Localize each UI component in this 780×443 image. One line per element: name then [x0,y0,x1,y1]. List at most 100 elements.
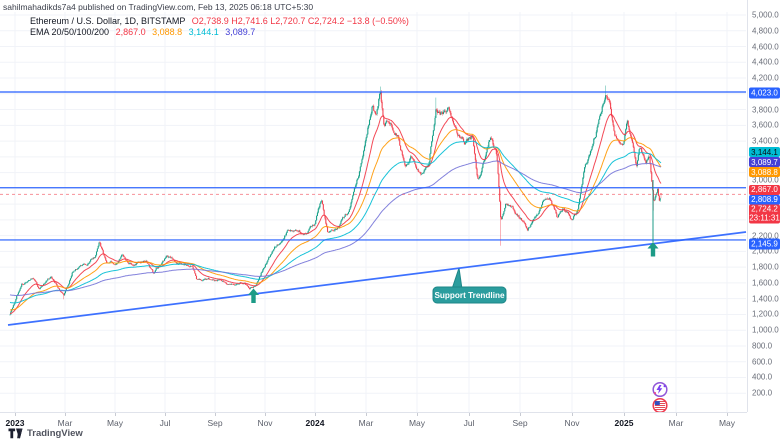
price-badge-2,724.2: 2,724.2 23:11:31 [749,204,780,223]
callout-box [432,286,507,304]
price-tick-4,600.0: 4,600.0 [752,42,779,52]
time-tick-mark [165,413,166,416]
price-tick-4,800.0: 4,800.0 [752,26,779,36]
event-icons[interactable] [652,381,668,414]
ema-50-line [9,129,662,311]
bar-countdown: 23:11:31 [749,213,780,223]
lightning-glyph [656,385,663,394]
sparkle-dot-2 [653,392,657,395]
price-tick-2,000.0: 2,000.0 [752,246,779,256]
user-drawings[interactable]: Support Trendline [0,91,747,326]
time-tick-mark [215,413,216,416]
price-tick-3,000.0: 3,000.0 [752,175,779,184]
time-label-Nov: Nov [564,418,580,428]
support-trendline[interactable] [7,231,747,326]
flag-stripe [654,405,666,406]
time-label-Sep: Sep [512,418,528,428]
flag-stripe [654,403,666,404]
flag-stripe [654,407,666,408]
up-arrow-marker-1[interactable] [248,288,259,304]
price-tick-3,600.0: 3,600.0 [752,120,779,130]
price-tick-3,400.0: 3,400.0 [752,136,779,146]
down-bodies [22,91,662,296]
tradingview-logo-icon [8,428,23,439]
price-badge-4,023.0: 4,023.0 [749,87,780,99]
price-tick-2,200.0: 2,200.0 [752,231,779,241]
price-tick-4,400.0: 4,400.0 [752,57,779,67]
ema20-value: 2,867.0 [115,27,146,37]
symbol-legend-row[interactable]: Ethereum / U.S. Dollar, 1D, BITSTAMP O2,… [30,16,409,27]
flag-canton [654,401,660,406]
time-label-2023: 2023 [5,418,25,428]
price-badge-3,088.8: 3,088.8 [749,167,780,177]
time-label-2025: 2025 [614,418,634,428]
flag-stripe [654,409,666,410]
ema-100-line [9,140,662,304]
price-tick-400.0: 400.0 [752,372,773,382]
us-flag-icon[interactable] [652,397,668,414]
time-tick-mark [115,413,116,416]
grid-lines [0,12,746,412]
time-tick-mark [520,413,521,416]
ema100-value: 3,144.1 [188,27,219,37]
time-label-Mar: Mar [358,418,374,428]
time-label-Sep: Sep [207,418,223,428]
tradingview-attribution[interactable]: TradingView [8,426,83,441]
price-badge-3,089.7: 3,089.7 [749,157,780,167]
price-tick-200.0: 200.0 [752,388,773,398]
sparkle-dot [663,385,666,388]
candlesticks [9,85,662,316]
ohlc-values: O2,738.9 H2,741.6 L2,720.7 C2,724.2 −13.… [191,16,409,26]
time-tick-mark [676,413,677,416]
time-label-Nov: Nov [257,418,273,428]
price-tick-800.0: 800.0 [752,341,773,351]
callout-tail [451,267,463,290]
time-label-Mar: Mar [57,418,73,428]
price-axis[interactable]: 5,000.0 4,800.0 4,600.0 4,400.0 4,200.0 3,800… [747,0,780,412]
up-wicks [9,85,661,316]
ai-sparkle-icon[interactable] [652,381,668,398]
up-arrow-marker-2[interactable] [647,242,659,257]
price-tick-4,200.0: 4,200.0 [752,73,779,83]
time-tick-mark [315,413,316,416]
callout-label: Support Trendline [434,291,504,300]
time-label-Jul: Jul [463,418,475,428]
price-badge-3,144.1: 3,144.1 [749,147,780,157]
time-tick-mark [65,413,66,416]
published-header: sahilmahadikds7a4 published on TradingVi… [3,2,314,12]
time-tick-mark [417,413,418,416]
ema200-value: 3,089.7 [225,27,256,37]
time-tick-mark [15,413,16,416]
time-tick-mark [624,413,625,416]
price-badge-2,145.9: 2,145.9 [749,238,780,249]
time-tick-mark [265,413,266,416]
price-tick-1,800.0: 1,800.0 [752,262,779,272]
time-tick-mark [572,413,573,416]
price-tick-3,800.0: 3,800.0 [752,105,779,115]
price-badge-2,867.0: 2,867.0 [749,184,780,195]
ema-legend-row[interactable]: EMA 20/50/100/200 2,867.0 3,088.8 3,144.… [30,27,409,38]
time-label-2024: 2024 [305,418,325,428]
time-label-May: May [408,418,426,428]
time-label-Mar: Mar [668,418,684,428]
symbol-title: Ethereum / U.S. Dollar, 1D, BITSTAMP [30,16,186,26]
ema50-value: 3,088.8 [152,27,183,37]
time-axis[interactable]: 2023 Mar May Jul Sep Nov 2024 Mar May Jul Sep Nov 20… [0,412,747,430]
price-badge-2,808.9: 2,808.9 [749,194,780,205]
price-tick-1,600.0: 1,600.0 [752,278,779,288]
flag-stripe [654,401,666,402]
ema-200-line [9,160,662,296]
tradingview-brand: TradingView [27,428,83,439]
time-tick-mark [469,413,470,416]
support-trendline-callout[interactable]: Support Trendline [432,267,507,304]
price-tick-5,000.0: 5,000.0 [752,10,779,20]
price-tick-600.0: 600.0 [752,357,773,367]
price-tick-1,200.0: 1,200.0 [752,309,779,319]
time-tick-mark [727,413,728,416]
price-tick-1,400.0: 1,400.0 [752,294,779,304]
ema-lines [9,113,662,315]
time-label-Jul: Jul [159,418,171,428]
price-tick-1,000.0: 1,000.0 [752,325,779,335]
